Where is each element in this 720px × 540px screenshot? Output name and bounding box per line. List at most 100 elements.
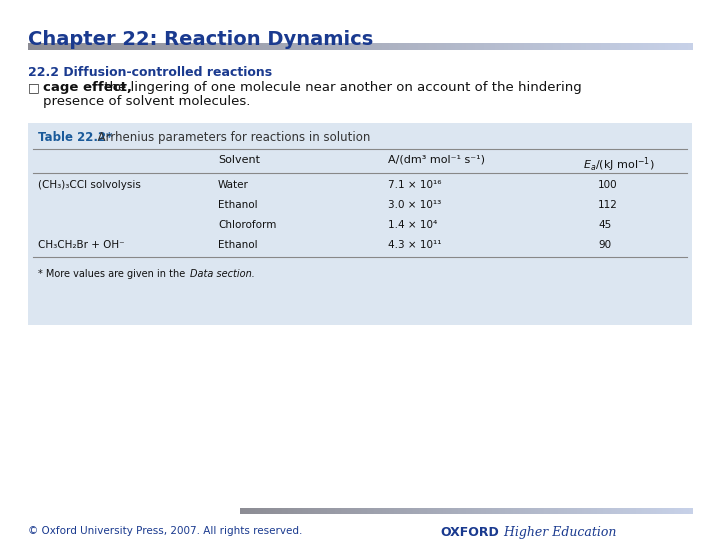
Bar — [665, 43, 668, 50]
Bar — [387, 43, 390, 50]
Bar — [114, 43, 117, 50]
Bar — [626, 43, 629, 50]
Bar — [606, 508, 608, 514]
Bar — [442, 508, 444, 514]
Bar — [505, 508, 507, 514]
Bar — [540, 508, 542, 514]
Bar — [457, 43, 460, 50]
Bar — [598, 508, 600, 514]
Bar — [643, 43, 646, 50]
Bar — [369, 43, 372, 50]
Bar — [152, 43, 155, 50]
Bar — [504, 43, 507, 50]
Bar — [586, 43, 588, 50]
Bar — [462, 43, 464, 50]
Bar — [588, 508, 590, 514]
Bar — [66, 43, 68, 50]
Text: 100: 100 — [598, 180, 618, 190]
Bar — [463, 508, 465, 514]
Text: 112: 112 — [598, 200, 618, 210]
Bar — [43, 43, 46, 50]
Bar — [656, 508, 658, 514]
Bar — [646, 43, 648, 50]
Bar — [305, 508, 307, 514]
Bar — [130, 43, 132, 50]
Bar — [376, 508, 377, 514]
Bar — [389, 43, 392, 50]
Bar — [271, 43, 274, 50]
Bar — [482, 508, 485, 514]
Bar — [472, 508, 474, 514]
Bar — [212, 43, 215, 50]
Bar — [456, 508, 457, 514]
Bar — [519, 43, 522, 50]
Bar — [84, 43, 86, 50]
Bar — [475, 508, 477, 514]
Bar — [307, 43, 310, 50]
Bar — [139, 43, 141, 50]
Bar — [659, 508, 661, 514]
Bar — [423, 508, 424, 514]
Bar — [644, 508, 646, 514]
Bar — [688, 43, 690, 50]
Bar — [467, 43, 469, 50]
Bar — [413, 43, 416, 50]
Text: □: □ — [28, 81, 40, 94]
Bar — [48, 43, 50, 50]
Bar — [253, 508, 256, 514]
Bar — [326, 508, 328, 514]
Bar — [599, 43, 602, 50]
Bar — [328, 508, 329, 514]
Bar — [371, 43, 374, 50]
Bar — [469, 508, 471, 514]
Bar — [397, 43, 400, 50]
Bar — [638, 508, 640, 514]
Bar — [467, 508, 469, 514]
Bar — [517, 43, 520, 50]
Bar — [647, 508, 649, 514]
Bar — [626, 508, 628, 514]
Bar — [441, 508, 442, 514]
Bar — [32, 43, 35, 50]
Bar — [336, 43, 338, 50]
Bar — [632, 43, 635, 50]
Bar — [550, 508, 552, 514]
Bar — [404, 43, 407, 50]
Bar — [675, 43, 677, 50]
Bar — [605, 508, 607, 514]
Bar — [411, 43, 413, 50]
Bar — [593, 43, 595, 50]
Bar — [37, 43, 40, 50]
Bar — [168, 43, 170, 50]
Bar — [28, 123, 692, 325]
Bar — [282, 508, 284, 514]
Bar — [358, 43, 361, 50]
Bar — [386, 508, 388, 514]
Bar — [657, 508, 660, 514]
Bar — [688, 508, 690, 514]
Bar — [263, 43, 266, 50]
Bar — [201, 43, 203, 50]
Bar — [192, 43, 194, 50]
Bar — [660, 508, 662, 514]
Bar — [389, 508, 391, 514]
Bar — [452, 508, 454, 514]
Bar — [318, 508, 320, 514]
Bar — [537, 43, 540, 50]
Bar — [294, 508, 296, 514]
Bar — [459, 508, 461, 514]
Bar — [648, 508, 650, 514]
Bar — [362, 43, 365, 50]
Bar — [663, 508, 665, 514]
Bar — [346, 508, 348, 514]
Text: Solvent: Solvent — [218, 155, 260, 165]
Bar — [70, 43, 73, 50]
Bar — [422, 43, 425, 50]
Text: Table 22.2*: Table 22.2* — [38, 131, 112, 144]
Bar — [506, 43, 509, 50]
Bar — [477, 508, 479, 514]
Bar — [457, 508, 459, 514]
Bar — [433, 508, 435, 514]
Bar — [471, 508, 472, 514]
Bar — [320, 43, 323, 50]
